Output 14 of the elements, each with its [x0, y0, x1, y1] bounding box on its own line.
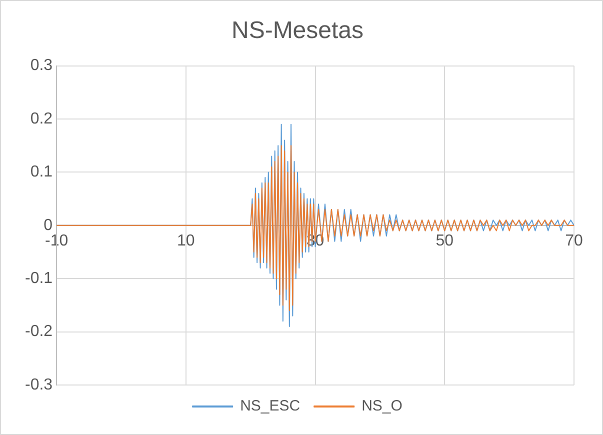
x-tick-label: 10 — [177, 232, 195, 250]
y-tick-label: 0 — [44, 216, 53, 234]
chart-title: NS-Mesetas — [231, 17, 364, 44]
legend-label: NS_ESC — [240, 398, 300, 415]
x-tick-label: 50 — [436, 232, 454, 250]
y-tick-label: -0.2 — [24, 323, 53, 340]
y-tick-label: 0.2 — [30, 110, 53, 128]
legend-label: NS_O — [362, 398, 402, 415]
y-tick-label: 0.1 — [30, 164, 53, 181]
y-tick-label: -0.1 — [24, 270, 53, 288]
x-tick-label: -10 — [45, 232, 68, 250]
y-tick-label: 0.3 — [30, 57, 53, 74]
x-tick-label: 70 — [565, 232, 583, 250]
y-tick-label: -0.3 — [24, 376, 53, 394]
